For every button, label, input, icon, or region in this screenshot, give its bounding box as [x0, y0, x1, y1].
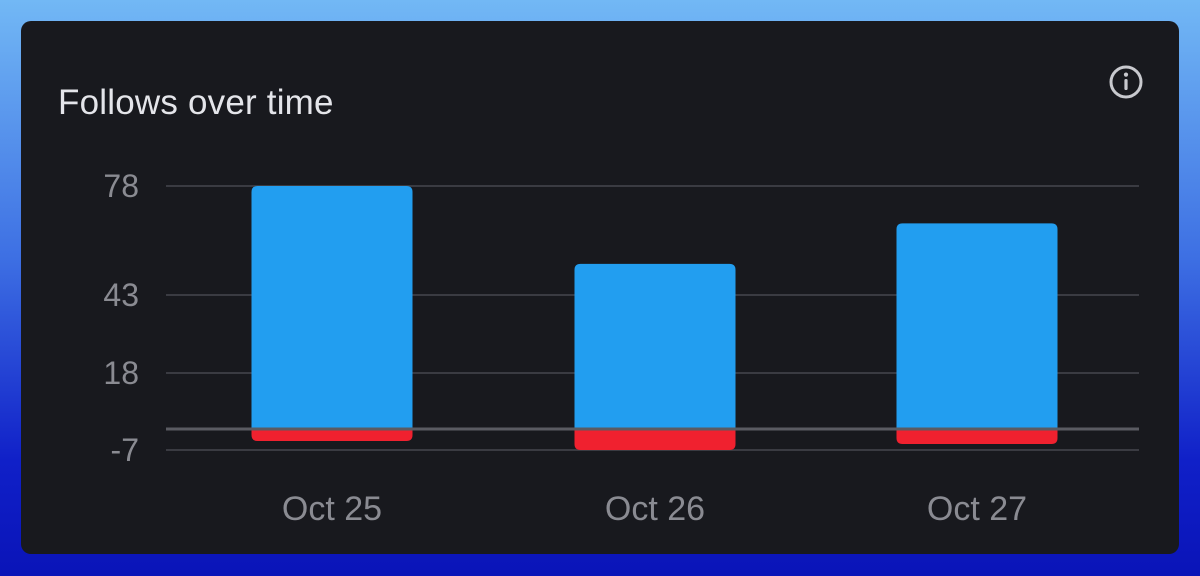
- info-icon[interactable]: [1107, 63, 1145, 101]
- follows-card: Follows over time 78 43 18 -7 Oct 25 Oct 26 Oc…: [21, 21, 1179, 554]
- follows-bar: [574, 263, 736, 429]
- follows-bar: [251, 186, 413, 429]
- unfollows-bar: [251, 429, 413, 441]
- follows-bar-chart: 78 43 18 -7 Oct 25 Oct 26 Oct 27: [103, 168, 1139, 528]
- y-tick-label: -7: [111, 432, 139, 468]
- x-category-label: Oct 26: [605, 490, 705, 528]
- card-title: Follows over time: [58, 83, 334, 122]
- y-tick-label: 43: [103, 277, 139, 313]
- unfollows-bar: [896, 429, 1058, 444]
- y-tick-label: 18: [103, 355, 139, 391]
- x-category-label: Oct 25: [282, 490, 382, 528]
- y-tick-label: 78: [103, 168, 139, 204]
- x-category-label: Oct 27: [927, 490, 1027, 528]
- unfollows-bar: [574, 429, 736, 450]
- follows-bar: [896, 223, 1058, 429]
